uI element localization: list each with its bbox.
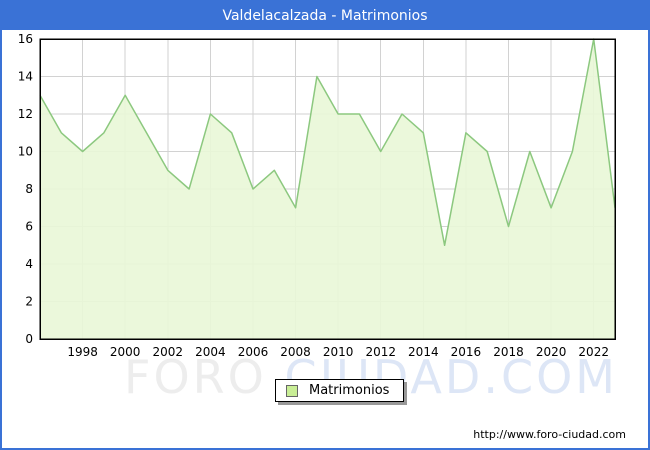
legend-series-swatch — [286, 384, 298, 397]
x-tick-label: 1998 — [67, 345, 98, 359]
x-tick-label: 2006 — [238, 345, 269, 359]
x-tick-label: 2020 — [536, 345, 567, 359]
footer-url: http://www.foro-ciudad.com — [473, 428, 626, 441]
y-tick-label: 10 — [18, 145, 33, 159]
line-series-matrimonios — [39, 38, 616, 247]
y-tick-label: 4 — [25, 257, 33, 271]
area-series-matrimonios — [40, 39, 615, 339]
y-tick-label: 2 — [25, 295, 33, 309]
legend-series-label: Matrimonios — [309, 383, 390, 398]
y-tick-label: 12 — [18, 107, 33, 121]
x-tick-label: 2008 — [280, 345, 311, 359]
x-tick-label: 2022 — [578, 345, 609, 359]
plot-border — [39, 38, 616, 340]
y-tick-label: 0 — [25, 332, 33, 346]
watermark-text-left: FORO — [124, 350, 267, 404]
x-tick-label: 2010 — [323, 345, 354, 359]
x-tick-label: 2018 — [493, 345, 524, 359]
x-tick-label: 2012 — [365, 345, 396, 359]
y-tick-label: 14 — [18, 70, 33, 84]
y-tick-label: 6 — [25, 220, 33, 234]
x-tick-label: 2016 — [451, 345, 482, 359]
x-tick-label: 2014 — [408, 345, 439, 359]
y-tick-label: 8 — [25, 182, 33, 196]
x-tick-label: 2004 — [195, 345, 226, 359]
chart-title: Valdelacalzada - Matrimonios — [2, 2, 648, 30]
legend: Matrimonios — [275, 379, 405, 402]
y-tick-label: 16 — [18, 32, 33, 46]
x-tick-label: 2000 — [110, 345, 141, 359]
x-tick-label: 2002 — [153, 345, 184, 359]
